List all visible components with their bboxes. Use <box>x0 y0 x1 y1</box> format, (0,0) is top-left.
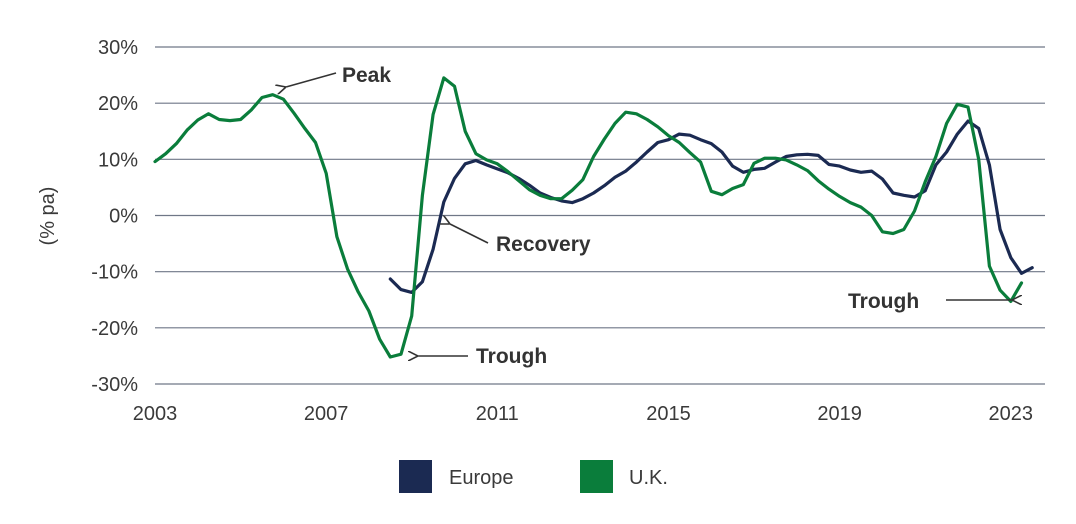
trough-2023-label: Trough <box>848 290 919 313</box>
legend-swatch-europe <box>399 460 432 493</box>
y-tick-label: -20% <box>91 318 138 340</box>
y-tick-label: 30% <box>98 37 138 59</box>
y-tick-label: -10% <box>91 262 138 284</box>
annotations: Peak Recovery Trough Trough <box>286 64 1012 368</box>
series-line-u-k <box>153 76 1024 359</box>
gridlines <box>155 46 1045 385</box>
x-tick-label: 2019 <box>817 403 862 425</box>
y-axis-label: (% pa) <box>37 187 59 246</box>
annotation-trough-2023: Trough <box>848 290 1012 313</box>
peak-arrow <box>286 72 337 87</box>
legend-label-uk: U.K. <box>629 467 668 489</box>
y-tick-label: -30% <box>91 374 138 396</box>
legend-label-europe: Europe <box>449 467 514 489</box>
legend-swatch-uk <box>580 460 613 493</box>
annotation-trough-2009: Trough <box>418 345 547 368</box>
annotation-recovery: Recovery <box>450 224 591 256</box>
x-tick-label: 2007 <box>304 403 349 425</box>
recovery-arrow <box>450 224 489 244</box>
y-tick-label: 0% <box>109 206 138 228</box>
series-lines <box>153 76 1034 359</box>
y-tick-label: 20% <box>98 93 138 115</box>
trough-2009-label: Trough <box>476 345 547 368</box>
recovery-label: Recovery <box>496 233 591 256</box>
x-tick-label: 2011 <box>476 403 519 425</box>
legend-item-europe: Europe <box>399 460 514 493</box>
peak-label: Peak <box>342 64 391 87</box>
legend-item-uk: U.K. <box>580 460 668 493</box>
x-tick-label: 2003 <box>133 403 178 425</box>
annotation-peak: Peak <box>286 64 391 87</box>
y-axis-ticks: 30% 20% 10% 0% -10% -20% -30% <box>91 37 138 396</box>
legend: Europe U.K. <box>399 460 668 493</box>
x-tick-label: 2015 <box>646 403 691 425</box>
x-tick-label: 2023 <box>989 403 1034 425</box>
x-axis-ticks: 2003 2007 2011 2015 2019 2023 <box>133 403 1033 425</box>
y-tick-label: 10% <box>98 149 138 171</box>
series-line-europe <box>388 119 1034 294</box>
